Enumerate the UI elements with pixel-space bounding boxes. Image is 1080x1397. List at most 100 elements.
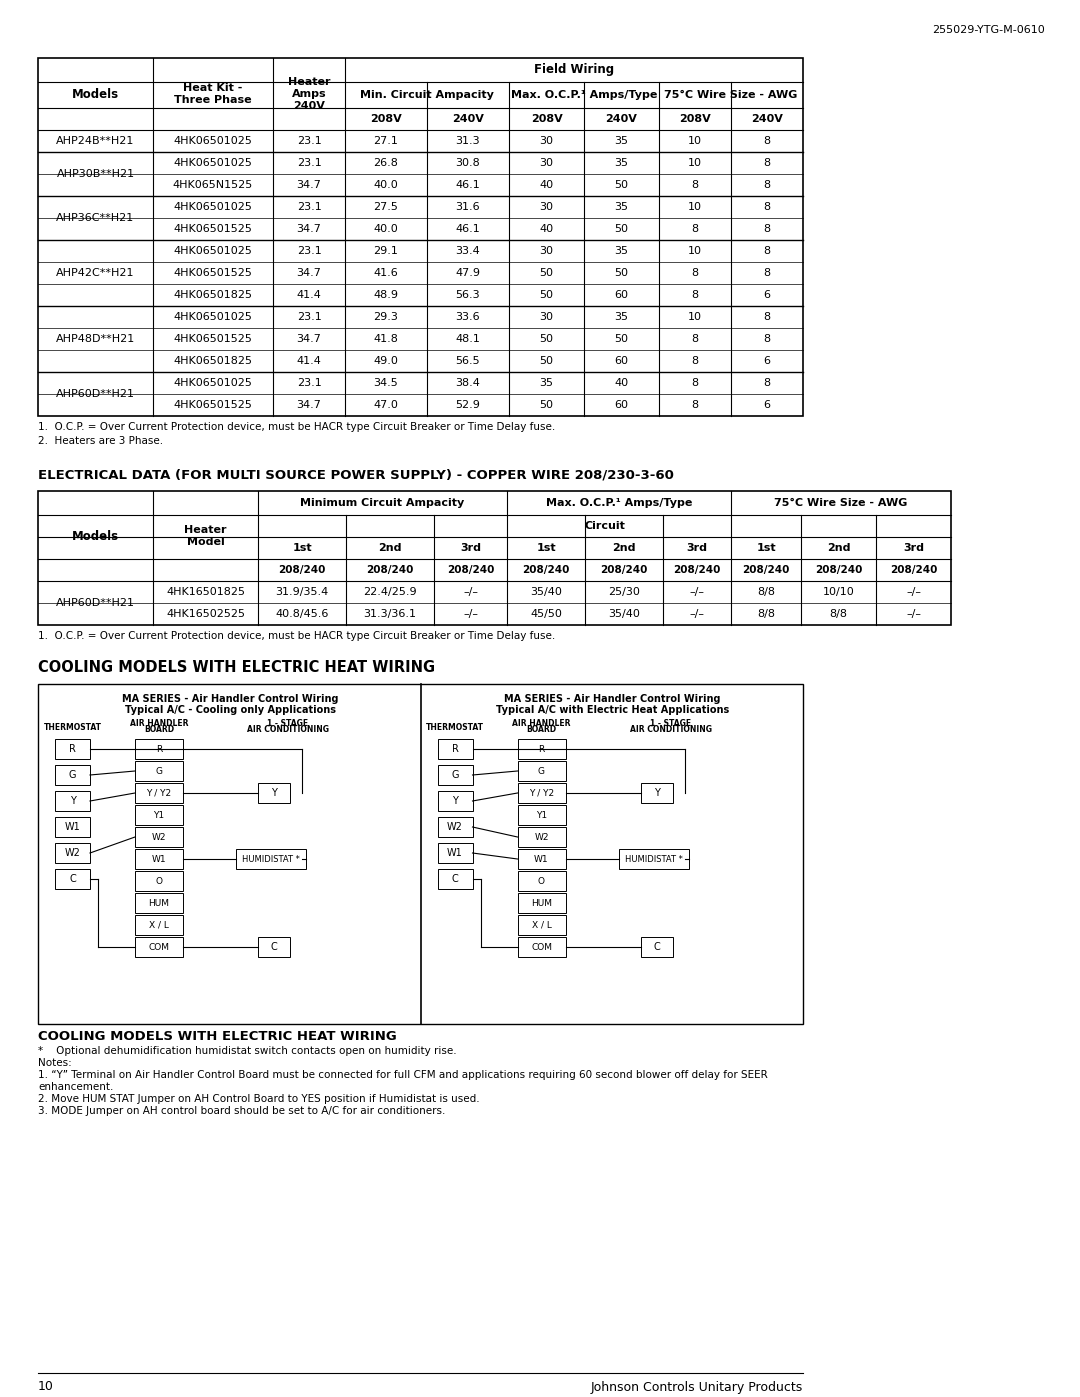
Bar: [437, 817, 473, 837]
Text: W1: W1: [151, 855, 166, 863]
Text: 60: 60: [615, 356, 629, 366]
Text: 208/240: 208/240: [814, 564, 862, 576]
Text: 35/40: 35/40: [608, 609, 640, 619]
Text: 75°C Wire Size - AWG: 75°C Wire Size - AWG: [774, 497, 907, 509]
Text: G: G: [156, 767, 162, 775]
Text: *    Optional dehumidification humidistat switch contacts open on humidity rise.: * Optional dehumidification humidistat s…: [38, 1046, 457, 1056]
Text: G: G: [451, 770, 459, 780]
Bar: [437, 869, 473, 888]
Text: 23.1: 23.1: [297, 379, 322, 388]
Text: Y1: Y1: [153, 810, 164, 820]
Text: 35: 35: [615, 246, 629, 256]
Text: 255029-YTG-M-0610: 255029-YTG-M-0610: [932, 25, 1045, 35]
Text: 41.4: 41.4: [297, 291, 322, 300]
Text: 50: 50: [615, 334, 629, 344]
Bar: [517, 805, 566, 826]
Text: R: R: [538, 745, 544, 753]
Text: 35: 35: [615, 203, 629, 212]
Text: 208/240: 208/240: [366, 564, 414, 576]
Text: 10/10: 10/10: [823, 587, 854, 597]
Text: Y: Y: [69, 796, 76, 806]
Text: 8: 8: [764, 136, 770, 147]
Text: 4HK16501825: 4HK16501825: [166, 587, 245, 597]
Text: 40: 40: [539, 180, 554, 190]
Text: 31.3/36.1: 31.3/36.1: [364, 609, 417, 619]
Text: 30: 30: [540, 246, 554, 256]
Text: 4HK06501525: 4HK06501525: [174, 334, 253, 344]
Text: 8: 8: [764, 268, 770, 278]
Text: 34.7: 34.7: [297, 224, 322, 235]
Text: 35: 35: [615, 312, 629, 321]
Text: 50: 50: [615, 180, 629, 190]
Text: 8: 8: [691, 379, 699, 388]
Text: Y: Y: [453, 796, 458, 806]
Text: W1: W1: [535, 855, 549, 863]
Text: 4HK065N1525: 4HK065N1525: [173, 180, 253, 190]
Text: 56.3: 56.3: [456, 291, 481, 300]
Text: 10: 10: [688, 158, 702, 168]
Text: Minimum Circuit Ampacity: Minimum Circuit Ampacity: [300, 497, 464, 509]
Text: Models: Models: [72, 88, 119, 101]
Text: AHP60D**H21: AHP60D**H21: [56, 388, 135, 400]
Text: C: C: [271, 942, 278, 951]
Text: 10: 10: [688, 312, 702, 321]
Text: 35: 35: [615, 158, 629, 168]
Text: O: O: [156, 876, 162, 886]
Text: 49.0: 49.0: [374, 356, 399, 366]
Text: 50: 50: [540, 356, 554, 366]
Text: 1st: 1st: [293, 543, 312, 553]
Text: 33.4: 33.4: [456, 246, 481, 256]
Bar: [135, 782, 183, 803]
Text: 1 - STAGE: 1 - STAGE: [650, 718, 691, 728]
Text: O: O: [538, 876, 545, 886]
Text: 8/8: 8/8: [829, 609, 848, 619]
Bar: [55, 842, 90, 863]
Bar: [135, 761, 183, 781]
Text: 30: 30: [540, 158, 554, 168]
Text: 8: 8: [764, 158, 770, 168]
Bar: [517, 893, 566, 914]
Text: 22.4/25.9: 22.4/25.9: [363, 587, 417, 597]
Text: AHP36C**H21: AHP36C**H21: [56, 212, 135, 224]
Text: 41.6: 41.6: [374, 268, 399, 278]
Text: ELECTRICAL DATA (FOR MULTI SOURCE POWER SUPPLY) - COPPER WIRE 208/230-3-60: ELECTRICAL DATA (FOR MULTI SOURCE POWER …: [38, 468, 674, 482]
Text: 27.5: 27.5: [374, 203, 399, 212]
Text: 1 - STAGE: 1 - STAGE: [268, 718, 309, 728]
Text: AHP30B**H21: AHP30B**H21: [56, 169, 135, 179]
Text: 8: 8: [764, 180, 770, 190]
Text: 30: 30: [540, 136, 554, 147]
Text: 23.1: 23.1: [297, 158, 322, 168]
Text: 208/240: 208/240: [523, 564, 569, 576]
Bar: [437, 842, 473, 863]
Text: 35: 35: [540, 379, 554, 388]
Text: 10: 10: [688, 136, 702, 147]
Bar: [135, 893, 183, 914]
Text: MA SERIES - Air Handler Control Wiring: MA SERIES - Air Handler Control Wiring: [504, 694, 721, 704]
Text: Y1: Y1: [536, 810, 548, 820]
Text: Heater
Model: Heater Model: [185, 525, 227, 546]
Text: AIR HANDLER: AIR HANDLER: [130, 718, 188, 728]
Text: 4HK06501525: 4HK06501525: [174, 224, 253, 235]
Text: 4HK06501525: 4HK06501525: [174, 400, 253, 409]
Text: 45/50: 45/50: [530, 609, 562, 619]
Text: 1st: 1st: [756, 543, 775, 553]
Text: 25/30: 25/30: [608, 587, 640, 597]
Text: C: C: [451, 875, 458, 884]
Text: 208V: 208V: [530, 115, 563, 124]
Text: Typical A/C - Cooling only Applications: Typical A/C - Cooling only Applications: [125, 705, 336, 715]
Bar: [517, 739, 566, 759]
Text: AHP24B**H21: AHP24B**H21: [56, 136, 135, 147]
Text: –/–: –/–: [689, 609, 704, 619]
Text: 1st: 1st: [536, 543, 556, 553]
Bar: [258, 782, 291, 803]
Text: 8: 8: [764, 224, 770, 235]
Text: 3rd: 3rd: [903, 543, 924, 553]
Text: W1: W1: [65, 821, 80, 833]
Bar: [55, 869, 90, 888]
Text: 3. MODE Jumper on AH control board should be set to A/C for air conditioners.: 3. MODE Jumper on AH control board shoul…: [38, 1106, 445, 1116]
Text: 60: 60: [615, 400, 629, 409]
Text: 41.8: 41.8: [374, 334, 399, 344]
Text: 48.1: 48.1: [456, 334, 481, 344]
Bar: [517, 937, 566, 957]
Text: Heater
Amps
240V: Heater Amps 240V: [287, 77, 330, 110]
